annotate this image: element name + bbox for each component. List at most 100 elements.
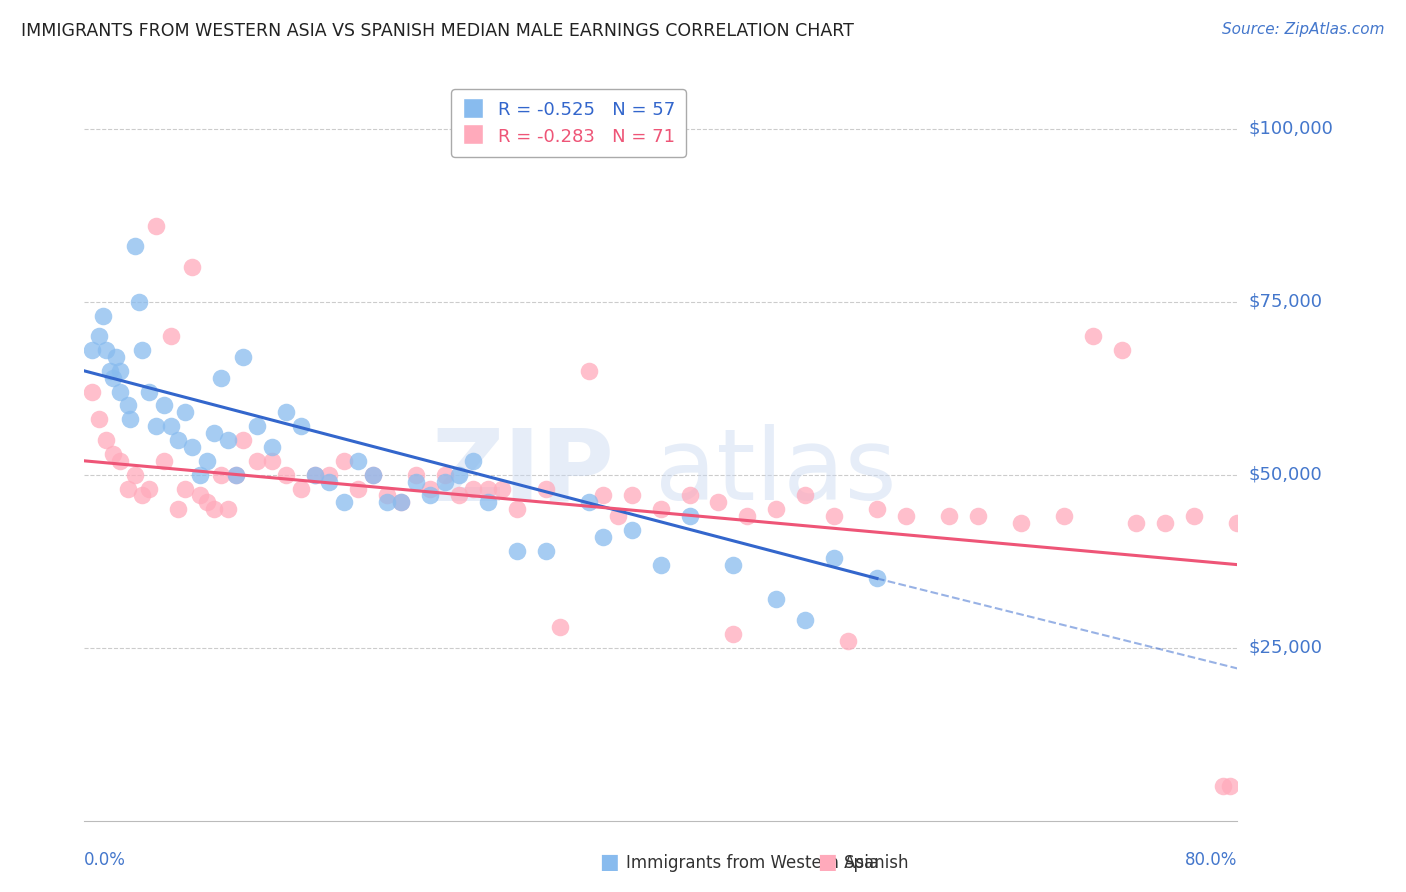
Point — [209, 371, 232, 385]
Point — [391, 495, 413, 509]
Point — [823, 550, 845, 565]
Point — [679, 509, 702, 524]
Point — [578, 364, 600, 378]
Point — [606, 509, 628, 524]
Point — [160, 329, 183, 343]
Point — [131, 343, 153, 358]
Point — [260, 440, 283, 454]
Point — [449, 488, 471, 502]
Text: Source: ZipAtlas.com: Source: ZipAtlas.com — [1222, 22, 1385, 37]
Point — [218, 433, 240, 447]
Point — [167, 502, 190, 516]
Point — [794, 488, 817, 502]
Point — [866, 572, 889, 586]
Point — [124, 467, 146, 482]
Point — [1219, 779, 1241, 793]
Text: IMMIGRANTS FROM WESTERN ASIA VS SPANISH MEDIAN MALE EARNINGS CORRELATION CHART: IMMIGRANTS FROM WESTERN ASIA VS SPANISH … — [21, 22, 853, 40]
Text: ■: ■ — [817, 853, 837, 872]
Text: 0.0%: 0.0% — [84, 851, 127, 869]
Point — [160, 419, 183, 434]
Point — [463, 482, 485, 496]
Point — [534, 482, 557, 496]
Point — [548, 620, 571, 634]
Point — [823, 509, 845, 524]
Point — [110, 384, 132, 399]
Text: $50,000: $50,000 — [1249, 466, 1322, 483]
Point — [117, 399, 139, 413]
Point — [91, 309, 114, 323]
Point — [195, 495, 218, 509]
Text: $75,000: $75,000 — [1249, 293, 1323, 310]
Point — [188, 467, 211, 482]
Point — [167, 433, 190, 447]
Point — [679, 488, 702, 502]
Point — [209, 467, 232, 482]
Point — [347, 454, 370, 468]
Point — [650, 558, 672, 572]
Point — [333, 495, 356, 509]
Point — [276, 405, 298, 419]
Point — [232, 433, 254, 447]
Point — [276, 467, 298, 482]
Point — [304, 467, 326, 482]
Point — [145, 219, 167, 233]
Point — [128, 294, 150, 309]
Point — [87, 412, 110, 426]
Text: $25,000: $25,000 — [1249, 639, 1323, 657]
Point — [117, 482, 139, 496]
Text: $100,000: $100,000 — [1249, 120, 1333, 137]
Point — [1154, 516, 1177, 530]
Point — [621, 488, 644, 502]
Point — [181, 440, 204, 454]
Text: 80.0%: 80.0% — [1185, 851, 1237, 869]
Point — [361, 467, 384, 482]
Point — [463, 454, 485, 468]
Point — [138, 482, 160, 496]
Point — [333, 454, 356, 468]
Point — [188, 488, 211, 502]
Point — [304, 467, 326, 482]
Point — [290, 419, 312, 434]
Point — [621, 523, 644, 537]
Point — [506, 543, 529, 558]
Point — [592, 488, 614, 502]
Point — [225, 467, 247, 482]
Point — [246, 454, 269, 468]
Point — [737, 509, 759, 524]
Text: ■: ■ — [599, 853, 619, 872]
Point — [80, 343, 103, 358]
Point — [1083, 329, 1105, 343]
Point — [124, 239, 146, 253]
Point — [110, 364, 132, 378]
Point — [405, 467, 427, 482]
Point — [506, 502, 529, 516]
Point — [202, 502, 225, 516]
Point — [110, 454, 132, 468]
Point — [592, 530, 614, 544]
Point — [103, 371, 124, 385]
Point — [98, 364, 121, 378]
Point — [1226, 516, 1249, 530]
Legend: R = -0.525   N = 57, R = -0.283   N = 71: R = -0.525 N = 57, R = -0.283 N = 71 — [451, 89, 686, 157]
Point — [433, 467, 456, 482]
Text: Immigrants from Western Asia: Immigrants from Western Asia — [626, 855, 879, 872]
Point — [837, 633, 859, 648]
Point — [152, 454, 174, 468]
Point — [246, 419, 269, 434]
Point — [120, 412, 142, 426]
Point — [765, 592, 787, 607]
Point — [347, 482, 370, 496]
Point — [174, 482, 197, 496]
Point — [375, 488, 398, 502]
Point — [1212, 779, 1234, 793]
Point — [765, 502, 787, 516]
Point — [290, 482, 312, 496]
Point — [419, 488, 441, 502]
Point — [391, 495, 413, 509]
Point — [80, 384, 103, 399]
Point — [318, 467, 340, 482]
Point — [375, 495, 398, 509]
Point — [225, 467, 247, 482]
Point — [721, 627, 744, 641]
Point — [1298, 509, 1320, 524]
